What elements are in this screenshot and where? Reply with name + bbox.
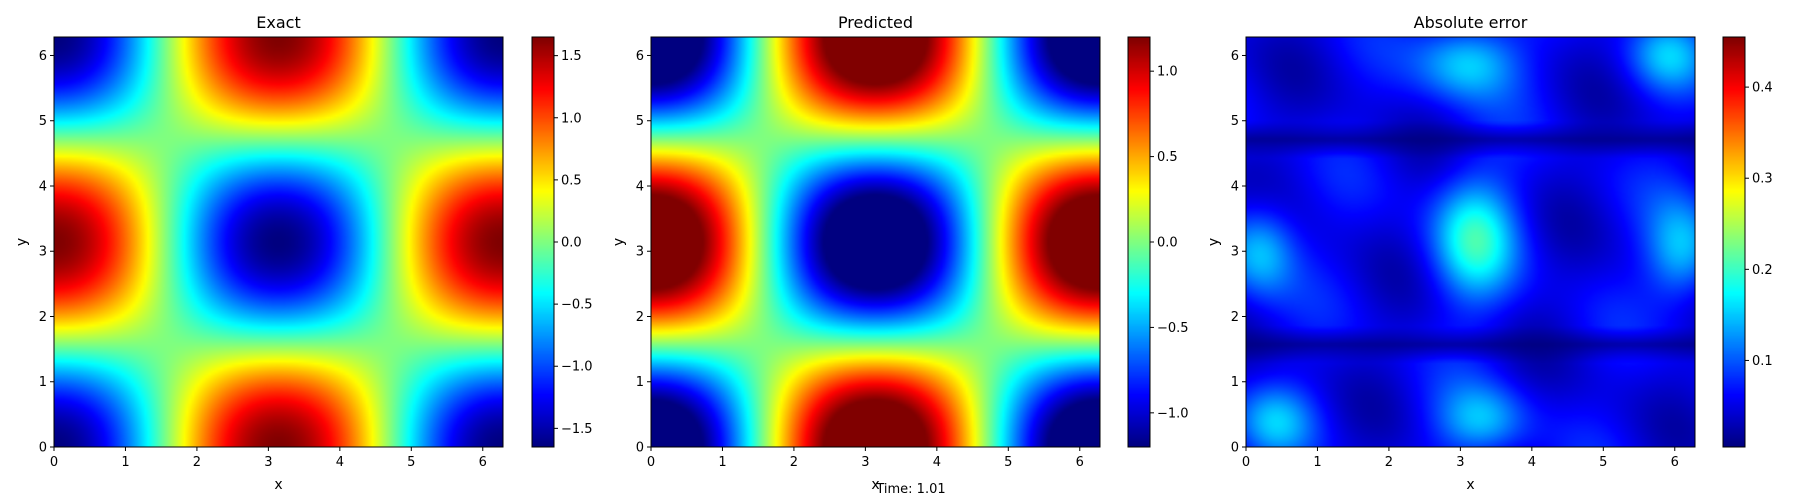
colorbar-tick-label: 0.3: [1752, 172, 1773, 187]
time-label: Time: 1.01: [875, 482, 945, 497]
y-tick-label: 6: [636, 49, 644, 64]
y-ticks: 0 1 2 3 4 5 6: [39, 49, 54, 456]
x-tick-label: 2: [790, 455, 798, 470]
y-tick-label: 1: [39, 375, 47, 390]
plot-frame: [53, 36, 504, 448]
x-tick-label: 2: [193, 455, 201, 470]
y-tick-label: 2: [39, 310, 47, 325]
colorbar-exact: [532, 37, 554, 447]
panel-title: Exact: [256, 13, 300, 32]
colorbar-tick-label: 0.5: [561, 173, 582, 188]
x-ticks: 0 1 2 3 4 5 6: [1242, 447, 1679, 470]
x-ticks: 0 1 2 3 4 5 6: [647, 447, 1084, 470]
panel-title: Absolute error: [1414, 13, 1528, 32]
x-tick-label: 6: [1076, 455, 1084, 470]
y-tick-label: 3: [1231, 245, 1239, 260]
plot-frame: [1245, 36, 1696, 448]
y-axis-label: y: [1206, 238, 1222, 246]
x-tick-label: 5: [1004, 455, 1012, 470]
x-tick-label: 6: [479, 455, 487, 470]
y-tick-label: 6: [39, 49, 47, 64]
y-axis-label: y: [14, 238, 30, 246]
x-tick-label: 0: [647, 455, 655, 470]
x-tick-label: 5: [407, 455, 415, 470]
colorbar-tick-label: 0.2: [1752, 263, 1773, 278]
colorbar-tick-label: 1.5: [561, 49, 582, 64]
x-tick-label: 0: [50, 455, 58, 470]
panel-title: Predicted: [838, 13, 913, 32]
x-axis-label: x: [1466, 477, 1474, 493]
colorbar-tick-label: 0.0: [561, 236, 582, 251]
y-tick-label: 4: [39, 179, 47, 194]
x-tick-label: 1: [1313, 455, 1321, 470]
x-tick-label: 4: [1528, 455, 1536, 470]
x-tick-label: 5: [1599, 455, 1607, 470]
colorbar-tick-label: 0.1: [1752, 354, 1773, 369]
panel-exact: Exact 0 1 2 3 4 5 6 0 1 2 3 4 5 6 x y −1.5 −1.0 −0.5 0.…: [14, 13, 593, 493]
colorbar-tick-label: −1.5: [561, 422, 593, 437]
heatmap-exact: [54, 37, 503, 447]
y-ticks: 0 1 2 3 4 5 6: [1231, 49, 1246, 456]
colorbar-tick-label: 0.5: [1157, 150, 1178, 165]
y-tick-label: 3: [39, 245, 47, 260]
x-tick-label: 3: [1456, 455, 1464, 470]
colorbar-tick-label: 0.4: [1752, 81, 1773, 96]
y-tick-label: 0: [39, 441, 47, 456]
y-tick-label: 0: [1231, 441, 1239, 456]
y-tick-label: 5: [636, 114, 644, 129]
x-tick-label: 4: [336, 455, 344, 470]
x-tick-label: 2: [1385, 455, 1393, 470]
x-tick-label: 3: [861, 455, 869, 470]
heatmap-predicted: [651, 37, 1100, 447]
y-tick-label: 0: [636, 441, 644, 456]
colorbar-tick-label: 0.0: [1157, 236, 1178, 251]
colorbar-ticks: 0.1 0.2 0.3 0.4: [1745, 81, 1773, 369]
colorbar-tick-label: −0.5: [1157, 321, 1189, 336]
y-axis-label: y: [611, 238, 627, 246]
colorbar-predicted: [1128, 37, 1150, 447]
y-tick-label: 1: [1231, 375, 1239, 390]
heatmap-absolute-error: [1246, 37, 1695, 447]
y-tick-label: 4: [636, 179, 644, 194]
colorbar-tick-label: 1.0: [561, 111, 582, 126]
y-tick-label: 6: [1231, 49, 1239, 64]
y-tick-label: 4: [1231, 179, 1239, 194]
colorbar-absolute-error: [1723, 37, 1745, 447]
y-tick-label: 3: [636, 245, 644, 260]
y-tick-label: 5: [1231, 114, 1239, 129]
x-tick-label: 4: [933, 455, 941, 470]
y-tick-label: 1: [636, 375, 644, 390]
colorbar-tick-label: −1.0: [561, 360, 593, 375]
x-ticks: 0 1 2 3 4 5 6: [50, 447, 487, 470]
colorbar-tick-label: 1.0: [1157, 65, 1178, 80]
colorbar-ticks: −1.5 −1.0 −0.5 0.0 0.5 1.0 1.5: [554, 49, 593, 437]
x-tick-label: 0: [1242, 455, 1250, 470]
plot-frame: [650, 36, 1101, 448]
colorbar-frame: [1722, 36, 1746, 448]
y-ticks: 0 1 2 3 4 5 6: [636, 49, 651, 456]
colorbar-tick-label: −1.0: [1157, 406, 1189, 421]
x-axis-label: x: [274, 477, 282, 493]
colorbar-ticks: −1.0 −0.5 0.0 0.5 1.0: [1150, 65, 1189, 421]
y-tick-label: 5: [39, 114, 47, 129]
y-tick-label: 2: [636, 310, 644, 325]
x-tick-label: 3: [264, 455, 272, 470]
colorbar-tick-label: −0.5: [561, 298, 593, 313]
panel-predicted: Predicted 0 1 2 3 4 5 6 0 1 2 3 4 5 6 x y −1.0 −0.5 0.…: [611, 13, 1189, 493]
x-tick-label: 1: [718, 455, 726, 470]
x-tick-label: 6: [1671, 455, 1679, 470]
x-axis-label: x: [871, 477, 879, 493]
x-tick-label: 1: [121, 455, 129, 470]
y-tick-label: 2: [1231, 310, 1239, 325]
